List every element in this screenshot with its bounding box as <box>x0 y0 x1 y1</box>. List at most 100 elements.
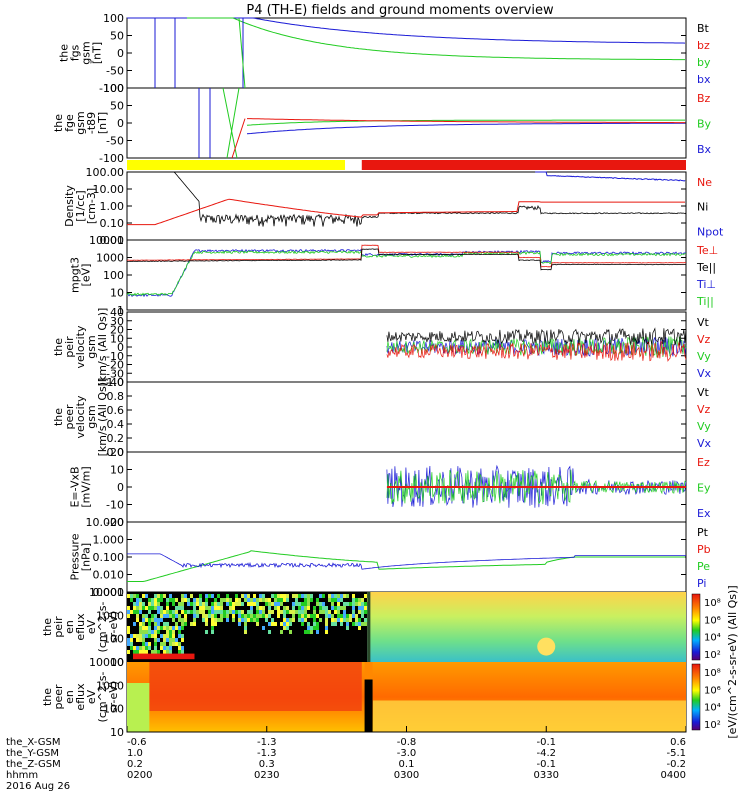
peir-spec-cell <box>193 614 196 618</box>
peir-spec-cell <box>361 622 364 626</box>
peir-spec-cell <box>358 618 361 622</box>
fgs-ytick-label: 0 <box>117 47 124 60</box>
peir-spec-cell <box>235 602 238 606</box>
peir-spec-cell <box>214 606 217 610</box>
peir-spec-cell <box>283 610 286 614</box>
peir-spec-cell <box>160 646 163 650</box>
peir-spec-cell <box>133 622 136 626</box>
peir-spec-cell <box>256 598 259 602</box>
peir-spec-cell <box>253 594 256 598</box>
peir-spec-cell <box>334 594 337 598</box>
peir-spec-cell <box>163 622 166 626</box>
temperature-ylabel-line: [eV] <box>80 264 93 287</box>
peir_spectrogram-ylabel-line: (cm^2-s- <box>96 602 109 653</box>
x-axis-tick-label: 1.0 <box>127 748 143 759</box>
peir-spec-cell <box>202 610 205 614</box>
peir-spec-cell <box>184 610 187 614</box>
peir-spec-right <box>367 592 686 662</box>
peir-spec-cell <box>364 610 367 614</box>
peir-spec-cell <box>244 598 247 602</box>
peir-spec-cell <box>220 610 223 614</box>
peir-spec-cell <box>142 646 145 650</box>
density-ylabel: Density[1/cc][cm-3] <box>63 185 98 227</box>
peir-spec-cell <box>142 618 145 622</box>
peir_velocity-ytick-label: 20 <box>110 324 124 337</box>
peir-spec-cell <box>205 606 208 610</box>
peir-spec-cell <box>280 630 283 634</box>
peer_spectrogram-ytick-label: 100 <box>103 703 124 716</box>
peir_velocity-ylabel-line: the <box>52 338 65 356</box>
peir_velocity-ytick-label: -20 <box>106 359 124 372</box>
peir-spec-cell <box>220 598 223 602</box>
peir-spec-cell <box>283 618 286 622</box>
peir-spec-cell <box>202 618 205 622</box>
peer-spec-gap <box>364 679 373 732</box>
peir-spec-cell <box>139 602 142 606</box>
peir-spec-cell <box>142 630 145 634</box>
peir-spec-cell <box>163 650 166 654</box>
temp-te-par-line <box>127 248 687 271</box>
peir-spec-cell <box>145 618 148 622</box>
fgs-ylabel-line: gsm <box>80 41 93 64</box>
peir-spec-cell <box>136 602 139 606</box>
efield-legend-ey: Ey <box>697 482 711 495</box>
peir-spec-cell <box>148 626 151 630</box>
peir-spec-cell <box>148 602 151 606</box>
peir-spec-cell <box>163 594 166 598</box>
x-axis-tick-label: -4.2 <box>536 748 556 759</box>
temperature-ylabel: mpgt3[eV] <box>69 257 93 293</box>
peir-spec-cell <box>352 622 355 626</box>
x-axis-tick-label: 0230 <box>254 770 279 781</box>
peir-spec-cell <box>358 610 361 614</box>
peir-spec-cell <box>337 610 340 614</box>
peer-spec-gap-top <box>364 662 373 680</box>
peir-spec-cell <box>184 598 187 602</box>
x-axis-tick-label: 0400 <box>661 770 686 781</box>
efield-ex-line <box>386 464 687 508</box>
peir-spec-cell <box>178 646 181 650</box>
temperature-legend-ti: Ti⊥ <box>696 278 716 291</box>
fgs-ytick-label: -50 <box>106 65 124 78</box>
fgs-ylabel-line: the <box>58 44 71 62</box>
peir-spec-cell <box>160 598 163 602</box>
peer_velocity-ylabel-line: the <box>52 408 65 426</box>
peir-spec-cell <box>148 630 151 634</box>
peir-spec-cell <box>286 626 289 630</box>
peir_spectrogram-ylabel-line: sr-eV) <box>107 611 120 643</box>
temperature-ytick-label: 10 <box>110 287 124 300</box>
pressure-ytick-label: 1.000 <box>93 534 125 547</box>
peir-spec-cell <box>271 618 274 622</box>
fge-ytick-label: -50 <box>106 135 124 148</box>
peir-spec-cell <box>154 622 157 626</box>
peir-spec-cell <box>259 598 262 602</box>
peir-spec-cell <box>139 598 142 602</box>
peir-spec-cell <box>178 634 181 638</box>
peir-spec-cell <box>346 594 349 598</box>
x-axis-row-label: hhmm <box>6 770 38 781</box>
peir-spec-cell <box>169 610 172 614</box>
peir-spec-cell <box>298 618 301 622</box>
peir-spec-cell <box>130 594 133 598</box>
peir-spec-cell <box>127 638 130 642</box>
peir_spectrogram-colorbar-tick: 10⁴ <box>704 633 721 644</box>
peir-spec-cell <box>154 598 157 602</box>
peir-spec-cell <box>181 650 184 654</box>
peir-spec-cell <box>127 606 130 610</box>
peir-spec-cell <box>340 614 343 618</box>
peir-spec-cell <box>259 594 262 598</box>
peir-spec-cell <box>190 622 193 626</box>
efield-ey-line <box>386 469 687 505</box>
peir-spec-cell <box>154 646 157 650</box>
peir-spec-cell <box>310 594 313 598</box>
peir-spec-cell <box>349 618 352 622</box>
peir_spectrogram-ylabel-line: eV <box>85 619 98 634</box>
peir-spec-cell <box>313 622 316 626</box>
peir-spec-cell <box>133 594 136 598</box>
peir-spec-cell <box>166 610 169 614</box>
peir-spec-cell <box>334 598 337 602</box>
peir-spec-cell <box>352 614 355 618</box>
peir-spec-cell <box>166 638 169 642</box>
peir-spec-cell <box>304 598 307 602</box>
peir-spec-cell <box>280 594 283 598</box>
